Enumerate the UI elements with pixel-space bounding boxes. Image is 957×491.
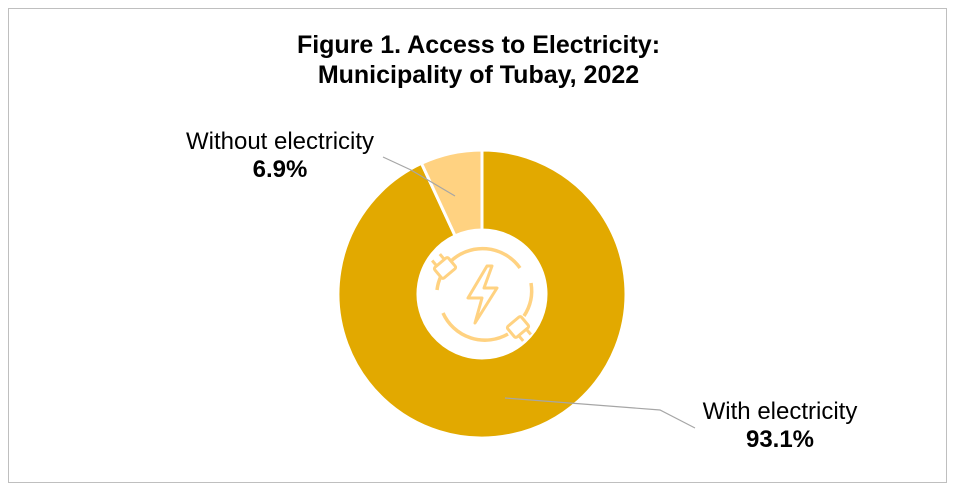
leader-lines <box>382 156 696 429</box>
leader-line-with-electricity <box>504 397 696 429</box>
chart-title: Figure 1. Access to Electricity: Municip… <box>0 30 957 90</box>
electricity-plug-icon <box>422 234 542 354</box>
slice-without-electricity <box>419 148 484 238</box>
label-without-electricity: Without electricity 6.9% <box>160 128 400 184</box>
chart-title-line-2: Municipality of Tubay, 2022 <box>317 61 640 89</box>
label-with-electricity-value: 93.1% <box>745 426 815 453</box>
slice-with-electricity <box>336 148 628 440</box>
chart-title-line-1: Figure 1. Access to Electricity: <box>296 31 661 59</box>
label-without-electricity-name: Without electricity <box>185 128 375 155</box>
label-without-electricity-value: 6.9% <box>252 156 308 183</box>
label-with-electricity: With electricity 93.1% <box>660 398 900 454</box>
leader-line-without-electricity <box>382 156 456 197</box>
label-with-electricity-name: With electricity <box>702 398 858 425</box>
donut-slices <box>336 148 628 440</box>
